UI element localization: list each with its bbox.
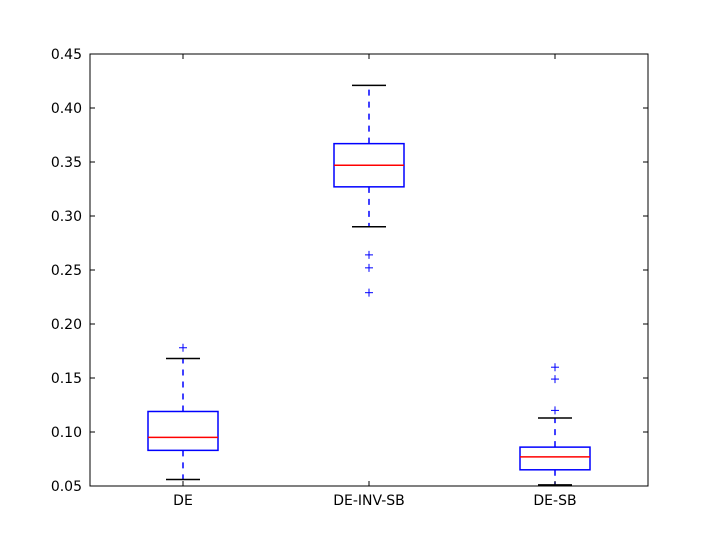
y-tick-label: 0.20 [51,317,82,333]
x-tick-label-de: DE [173,493,193,509]
outlier-point [551,375,559,384]
outlier-point [365,263,373,272]
x-tick-label-de-sb: DE-SB [533,493,576,509]
y-tick-label: 0.15 [51,371,82,387]
y-tick-label: 0.10 [51,425,82,441]
x-tick-label-de-inv-sb: DE-INV-SB [333,493,405,509]
iqr-box [519,446,591,471]
box-de [147,343,219,481]
ticks-layer: 0.05 0.10 0.15 0.20 0.25 0.30 0.35 0.40 0.45 DE DE… [51,47,648,509]
box-de-inv-sb [333,84,405,297]
outlier-point [179,343,187,352]
y-tick-label: 0.25 [51,263,82,279]
outlier-point [551,406,559,415]
iqr-box [147,410,219,452]
plot-area-frame [89,53,649,487]
y-tick-label: 0.35 [51,155,82,171]
y-tick-label: 0.30 [51,209,82,225]
y-tick-label: 0.40 [51,101,82,117]
outlier-point [365,288,373,297]
y-tick-label: 0.05 [51,479,82,495]
outlier-point [365,250,373,259]
box-de-sb [519,363,591,486]
y-tick-label: 0.45 [51,47,82,63]
boxes-layer [147,84,591,486]
outlier-point [551,363,559,372]
